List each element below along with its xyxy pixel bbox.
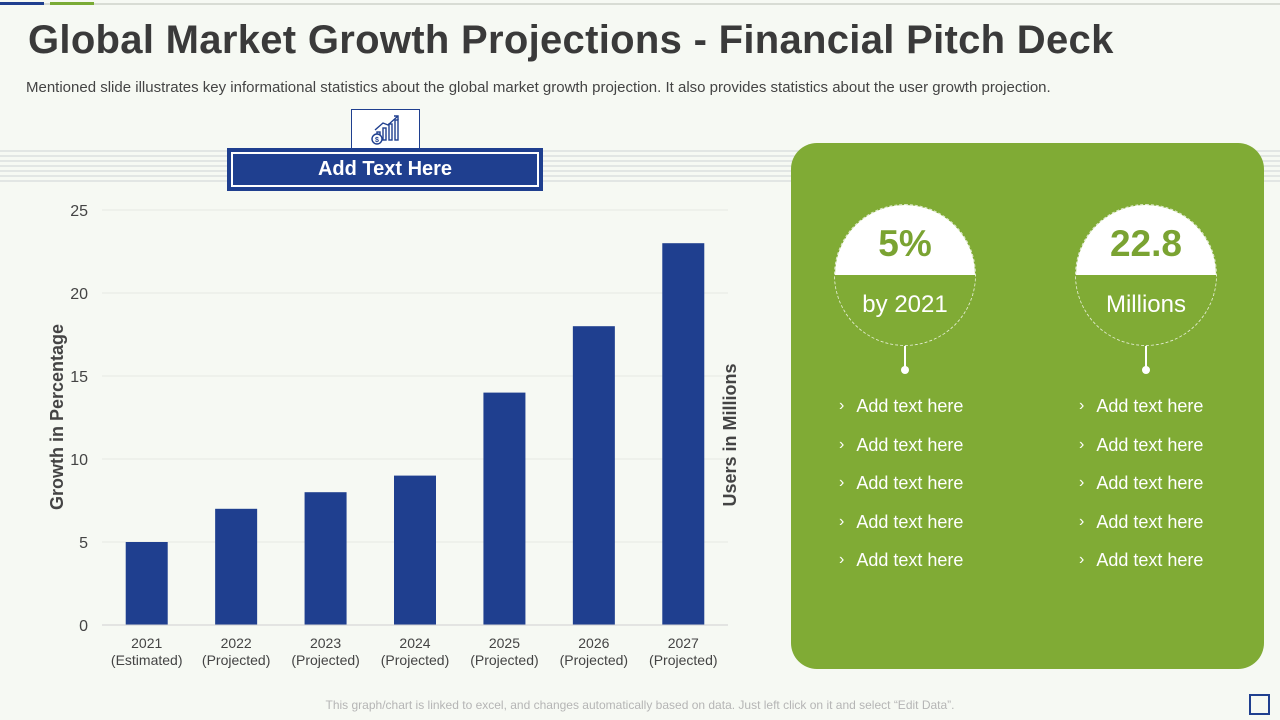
x-tick-label: 2026 (578, 635, 609, 651)
x-tick-label: 2022 (221, 635, 252, 651)
footer-note: This graph/chart is linked to excel, and… (325, 698, 955, 712)
bullet-list-users: › Add text here › Add text here › Add text … (1079, 396, 1203, 589)
list-item: › Add text here (839, 396, 964, 416)
chart-header-box: Add Text Here (227, 148, 543, 191)
corner-square-icon (1249, 694, 1270, 715)
x-tick-label: (Estimated) (111, 652, 183, 668)
chevron-right-icon: › (839, 435, 845, 453)
bar-2023 (304, 492, 347, 625)
x-tick-label: (Projected) (470, 652, 538, 668)
connector-dot-users (1142, 366, 1150, 374)
stat-circle-growth: 5% by 2021 (834, 204, 976, 346)
accent-blue-segment (0, 2, 44, 5)
y-tick-label: 20 (70, 286, 88, 303)
y-tick-label: 15 (70, 369, 88, 386)
page-subtitle: Mentioned slide illustrates key informat… (26, 79, 1051, 96)
list-item: › Add text here (1079, 550, 1204, 570)
stat-caption-growth: by 2021 (835, 275, 975, 345)
chevron-right-icon: › (839, 474, 845, 491)
stat-value-growth: 5% (835, 205, 975, 275)
x-tick-label: 2025 (489, 635, 520, 651)
y-tick-label: 0 (79, 618, 88, 635)
x-tick-label: (Projected) (291, 652, 359, 668)
chevron-right-icon: › (1079, 435, 1085, 453)
connector-line-users (1145, 346, 1147, 368)
x-tick-label: 2021 (131, 635, 162, 651)
x-tick-label: (Projected) (202, 652, 270, 668)
chevron-right-icon: › (1079, 474, 1085, 491)
connector-line-growth (904, 346, 906, 368)
y-tick-label: 5 (79, 535, 88, 552)
bar-2027 (662, 243, 705, 625)
bullet-list-growth: › Add text here › Add text here › Add text … (839, 396, 963, 589)
y-axis-label: Growth in Percentage (47, 324, 67, 510)
y-tick-label: 10 (70, 452, 88, 469)
list-item: › Add text here (839, 511, 964, 532)
chevron-right-icon: › (839, 397, 845, 414)
bar-2024 (394, 475, 436, 625)
chevron-right-icon: › (839, 512, 845, 530)
top-accent-bar (0, 2, 1280, 5)
list-item: › Add text here (839, 550, 964, 570)
accent-green-segment (50, 2, 94, 5)
chevron-right-icon: › (839, 551, 845, 568)
list-item: › Add text here (1079, 434, 1204, 455)
bar-2022 (215, 508, 258, 625)
chevron-right-icon: › (1079, 512, 1085, 530)
page-title: Global Market Growth Projections - Finan… (28, 18, 1114, 62)
chart-bars (125, 243, 705, 625)
x-tick-label: 2027 (668, 635, 699, 651)
x-tick-label: (Projected) (381, 652, 449, 668)
list-item: › Add text here (839, 434, 964, 455)
x-tick-label: (Projected) (649, 652, 717, 668)
x-tick-label: 2023 (310, 635, 341, 651)
bar-2026 (572, 326, 615, 625)
growth-icon-box: $ (351, 109, 420, 151)
y-tick-label: 25 (70, 203, 88, 220)
y-axis-ticks: 0 5 10 15 20 25 (70, 203, 88, 635)
svg-text:$: $ (375, 137, 379, 144)
bar-2021 (125, 542, 168, 625)
secondary-axis-label: Users in Millions (720, 363, 740, 506)
stat-caption-users: Millions (1076, 275, 1216, 345)
chevron-right-icon: › (1079, 397, 1085, 414)
decorative-stripes (0, 150, 1280, 182)
stat-circle-users: 22.8 Millions (1075, 204, 1217, 346)
x-tick-label: 2024 (399, 635, 430, 651)
list-item: › Add text here (1079, 396, 1204, 416)
chart-header-label: Add Text Here (231, 152, 539, 187)
connector-dot-growth (901, 366, 909, 374)
bar-2025 (483, 392, 526, 625)
list-item: › Add text here (839, 473, 964, 493)
x-axis-ticks: 2021(Estimated)2022(Projected)2023(Proje… (111, 635, 718, 668)
stats-panel: 5% by 2021 22.8 Millions › Add text here … (791, 143, 1264, 669)
x-tick-label: (Projected) (560, 652, 628, 668)
chevron-right-icon: › (1079, 551, 1085, 568)
list-item: › Add text here (1079, 473, 1204, 493)
list-item: › Add text here (1079, 511, 1204, 532)
growth-chart-dollar-icon: $ (370, 115, 399, 145)
stat-value-users: 22.8 (1076, 205, 1216, 275)
